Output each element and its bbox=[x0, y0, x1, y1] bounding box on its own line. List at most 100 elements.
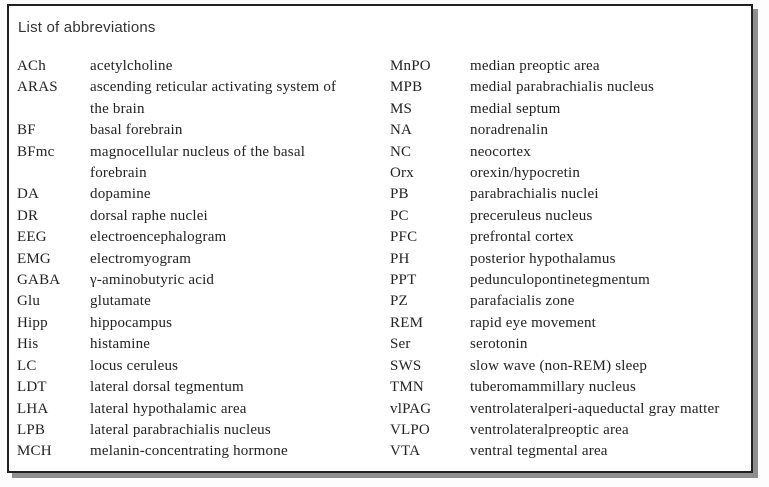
abbreviation-row: DR dorsal raphe nuclei bbox=[17, 206, 390, 227]
abbreviation-term: Orx bbox=[390, 165, 414, 182]
abbreviation-term: REM bbox=[390, 314, 424, 331]
abbreviations-column-right: MnPO median preoptic area MPB medial parabr… bbox=[390, 56, 745, 463]
abbreviation-definition: parafacialis zone bbox=[470, 293, 575, 310]
abbreviation-row: VLPO ventrolateralpreoptic area bbox=[390, 420, 745, 441]
abbreviation-definition: lateral hypothalamic area bbox=[90, 400, 247, 417]
abbreviation-term: BFmc bbox=[17, 143, 55, 160]
abbreviation-definition: neocortex bbox=[470, 143, 531, 160]
abbreviation-term: PFC bbox=[390, 229, 418, 246]
abbreviation-term: VTA bbox=[390, 443, 421, 460]
abbreviation-definition: tuberomammillary nucleus bbox=[470, 379, 637, 396]
abbreviation-term: GABA bbox=[17, 272, 61, 289]
abbreviation-row: TMN tuberomammillary nucleus bbox=[390, 377, 745, 398]
abbreviation-definition: median preoptic area bbox=[470, 58, 600, 74]
abbreviation-definition: prefrontal cortex bbox=[470, 229, 574, 246]
abbreviation-definition: medial septum bbox=[470, 100, 561, 117]
abbreviation-row: PB parabrachialis nuclei bbox=[390, 184, 745, 205]
abbreviation-row: EEG electroencephalogram bbox=[17, 227, 390, 248]
abbreviation-row: PC preceruleus nucleus bbox=[390, 206, 745, 227]
abbreviation-row: BFmc magnocellular nucleus of the basal f… bbox=[17, 142, 390, 185]
abbreviation-row: Ser serotonin bbox=[390, 334, 745, 355]
abbreviation-definition: rapid eye movement bbox=[470, 314, 597, 331]
abbreviation-row: LPB lateral parabrachialis nucleus bbox=[17, 420, 390, 441]
abbreviation-term: PZ bbox=[390, 293, 408, 310]
abbreviation-row: Orx orexin/hypocretin bbox=[390, 163, 745, 184]
abbreviation-row: LDT lateral dorsal tegmentum bbox=[17, 377, 390, 398]
abbreviation-row: PH posterior hypothalamus bbox=[390, 249, 745, 270]
abbreviation-term: VLPO bbox=[390, 421, 430, 438]
abbreviation-term: PB bbox=[390, 186, 409, 203]
abbreviation-term: Ser bbox=[390, 336, 411, 353]
abbreviation-term: LC bbox=[17, 357, 37, 374]
abbreviation-term: His bbox=[17, 336, 39, 353]
abbreviation-row: PZ parafacialis zone bbox=[390, 291, 745, 312]
abbreviation-term: DA bbox=[17, 186, 40, 203]
abbreviation-term: ARAS bbox=[17, 79, 58, 96]
abbreviation-row: NA noradrenalin bbox=[390, 120, 745, 141]
abbreviation-definition: dorsal raphe nuclei bbox=[90, 207, 208, 224]
abbreviation-definition: magnocellular nucleus of the basal foreb… bbox=[90, 143, 306, 182]
abbreviation-definition: parabrachialis nuclei bbox=[470, 186, 599, 203]
abbreviation-row: PFC prefrontal cortex bbox=[390, 227, 745, 248]
abbreviation-row: ACh acetylcholine bbox=[17, 56, 390, 77]
abbreviation-term: MPB bbox=[390, 79, 423, 96]
abbreviation-row: His histamine bbox=[17, 334, 390, 355]
abbreviation-term: NA bbox=[390, 122, 413, 139]
abbreviation-term: LPB bbox=[17, 421, 46, 438]
abbreviation-row: REM rapid eye movement bbox=[390, 313, 745, 334]
abbreviations-column-left: ACh acetylcholine ARAS ascending reticular … bbox=[17, 56, 390, 463]
abbreviations-columns: ACh acetylcholine ARAS ascending reticular … bbox=[17, 56, 745, 463]
abbreviation-term: LHA bbox=[17, 400, 49, 417]
abbreviation-row: ARAS ascending reticular activating syste… bbox=[17, 77, 390, 120]
abbreviation-term: PC bbox=[390, 207, 409, 224]
abbreviation-definition: histamine bbox=[90, 336, 151, 353]
abbreviation-row: vlPAG ventrolateralperi-aqueductal gray m… bbox=[390, 399, 745, 420]
abbreviation-term: TMN bbox=[390, 379, 424, 396]
abbreviation-term: vlPAG bbox=[390, 400, 432, 417]
abbreviation-row: GABA γ-aminobutyric acid bbox=[17, 270, 390, 291]
abbreviation-row: SWS slow wave (non-REM) sleep bbox=[390, 356, 745, 377]
abbreviations-panel: List of abbreviations ACh acetylcholine AR… bbox=[7, 4, 753, 473]
abbreviation-row: DA dopamine bbox=[17, 184, 390, 205]
abbreviation-definition: medial parabrachialis nucleus bbox=[470, 79, 655, 96]
abbreviation-row: BF basal forebrain bbox=[17, 120, 390, 141]
abbreviation-definition: posterior hypothalamus bbox=[470, 250, 616, 267]
abbreviation-definition: dopamine bbox=[90, 186, 151, 203]
abbreviation-term: MCH bbox=[17, 443, 52, 460]
abbreviation-definition: melanin-concentrating hormone bbox=[90, 443, 288, 460]
abbreviation-term: BF bbox=[17, 122, 36, 139]
abbreviation-term: MnPO bbox=[390, 58, 431, 74]
abbreviation-term: DR bbox=[17, 207, 39, 224]
abbreviation-row: MnPO median preoptic area bbox=[390, 56, 745, 77]
abbreviation-definition: electroencephalogram bbox=[90, 229, 227, 246]
abbreviation-definition: lateral parabrachialis nucleus bbox=[90, 421, 271, 438]
abbreviation-definition: orexin/hypocretin bbox=[470, 165, 581, 182]
abbreviation-row: Glu glutamate bbox=[17, 291, 390, 312]
abbreviation-row: Hipp hippocampus bbox=[17, 313, 390, 334]
abbreviation-definition: electromyogram bbox=[90, 250, 192, 267]
abbreviation-term: Glu bbox=[17, 293, 41, 310]
abbreviation-term: EMG bbox=[17, 250, 51, 267]
abbreviation-row: MS medial septum bbox=[390, 99, 745, 120]
abbreviation-definition: locus ceruleus bbox=[90, 357, 179, 374]
abbreviation-row: MPB medial parabrachialis nucleus bbox=[390, 77, 745, 98]
abbreviation-definition: acetylcholine bbox=[90, 58, 173, 74]
abbreviation-row: EMG electromyogram bbox=[17, 249, 390, 270]
abbreviation-definition: ascending reticular activating system of… bbox=[90, 79, 337, 117]
abbreviation-term: SWS bbox=[390, 357, 422, 374]
abbreviation-definition: noradrenalin bbox=[470, 122, 549, 139]
abbreviation-definition: γ-aminobutyric acid bbox=[90, 272, 215, 289]
abbreviation-term: LDT bbox=[17, 379, 47, 396]
abbreviation-definition: glutamate bbox=[90, 293, 151, 310]
abbreviation-term: PPT bbox=[390, 272, 417, 289]
abbreviation-row: LC locus ceruleus bbox=[17, 356, 390, 377]
page-title: List of abbreviations bbox=[18, 19, 156, 36]
abbreviation-row: NC neocortex bbox=[390, 142, 745, 163]
abbreviation-definition: ventrolateralperi-aqueductal gray matter bbox=[470, 400, 720, 417]
abbreviation-definition: serotonin bbox=[470, 336, 528, 353]
abbreviation-definition: hippocampus bbox=[90, 314, 173, 331]
abbreviation-term: ACh bbox=[17, 58, 46, 74]
abbreviation-definition: ventrolateralpreoptic area bbox=[470, 421, 629, 438]
abbreviation-term: MS bbox=[390, 100, 413, 117]
abbreviation-term: NC bbox=[390, 143, 412, 160]
